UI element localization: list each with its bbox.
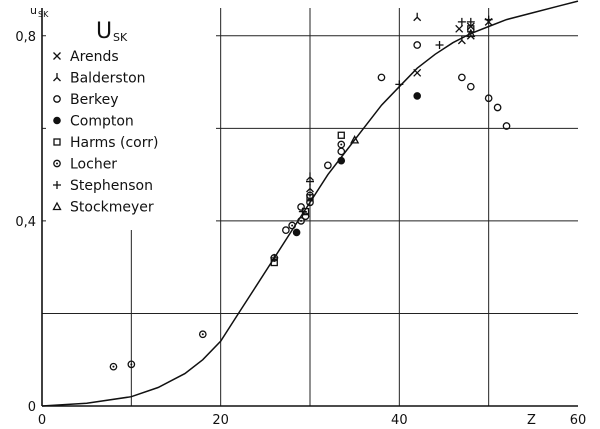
point-locher [127,360,136,369]
legend-marker-locher-dot [56,162,58,165]
point-compton [413,92,422,100]
legend-marker-harms-corr [53,138,61,146]
legend-marker-locher [53,159,61,168]
fit-curve [41,0,579,407]
point-berkey [301,212,310,221]
point-berkey [493,103,502,112]
y-tick-label: 0 [28,400,36,415]
legend-label-balderston: Balderston [70,71,146,87]
legend-title: U [96,19,112,44]
y-tick-label: 0,8 [15,30,36,45]
y-axis-label-main: u [30,4,37,17]
legend-marker-balderston [53,73,61,82]
legend-marker-locher-ring [53,159,61,168]
legend-label-stockmeyer: Stockmeyer [70,200,154,216]
point-harms-corr [337,131,345,139]
point-locher-ring [127,360,136,369]
point-berkey [377,73,386,82]
point-berkey [413,41,422,49]
point-berkey [466,82,475,91]
point-locher-dot [201,333,204,336]
point-locher-ring [288,221,296,230]
point-locher-ring [337,140,346,149]
point-stephenson [435,41,444,50]
point-berkey [324,161,332,170]
point-stephenson [466,17,475,26]
point-locher-dot [112,365,115,368]
legend-label-harms-corr: Harms (corr) [70,135,158,151]
point-stockmeyer [466,28,476,38]
y-tick-label: 0,4 [15,215,36,230]
point-locher [109,362,118,371]
point-locher-dot [340,143,343,146]
point-stephenson [298,207,307,216]
legend-label-compton: Compton [70,114,134,130]
y-axis-label-sub: SK [38,10,49,19]
legend-box [46,8,216,230]
legend-items: Arends Balderston Berkey Compton Harms (corr… [52,49,158,216]
point-berkey [282,226,290,234]
point-locher-ring [306,191,314,200]
legend-label-stephenson: Stephenson [70,178,153,194]
point-stephenson [395,80,404,89]
legend-title-sub: SK [113,31,128,44]
legend-marker-arends [53,52,61,60]
point-locher [288,221,296,230]
point-locher-ring [297,217,305,225]
point-stephenson [484,15,493,24]
legend-label-locher: Locher [70,157,117,173]
data-points [109,12,511,371]
point-berkey [458,73,466,82]
legend: U SK Arends Balderston Berkey Compton Harms … [46,8,216,230]
point-locher-dot [130,363,133,366]
point-arends [455,24,464,33]
x-tick-label: 20 [212,413,229,428]
point-compton [292,228,301,237]
point-arends [466,22,475,31]
point-balderston [457,35,466,45]
point-stephenson [457,17,466,26]
x-axis-label: Z [527,413,536,428]
point-locher [198,330,207,339]
point-locher-dot [300,219,303,222]
legend-marker-stephenson [53,181,61,189]
legend-label-berkey: Berkey [70,92,118,108]
point-locher-dot [291,224,294,227]
point-balderston [413,12,422,22]
point-stephenson [270,253,279,262]
point-balderston [306,172,314,181]
x-tick-label: 0 [38,413,46,428]
point-berkey [337,147,346,156]
legend-marker-berkey [53,95,61,103]
x-tick-label: 60 [570,413,587,428]
point-locher [297,217,305,225]
point-locher-ring [198,330,207,339]
point-stockmeyer [350,135,360,144]
point-stephenson [306,177,314,186]
x-tick-label: 40 [391,413,408,428]
point-locher [306,191,314,200]
point-compton [337,156,346,165]
legend-marker-compton [53,116,61,125]
point-locher [337,140,346,149]
axes: 0 20 40 60 0 0,4 0,8 [15,8,586,428]
y-axis-label: u SK [30,4,49,19]
point-berkey [297,203,305,211]
point-locher-ring [109,362,118,371]
point-locher-dot [309,194,311,197]
legend-label-arends: Arends [70,49,119,65]
point-berkey [484,94,493,103]
legend-marker-stockmeyer [52,201,62,211]
point-arends [413,68,422,77]
point-berkey [502,122,511,130]
